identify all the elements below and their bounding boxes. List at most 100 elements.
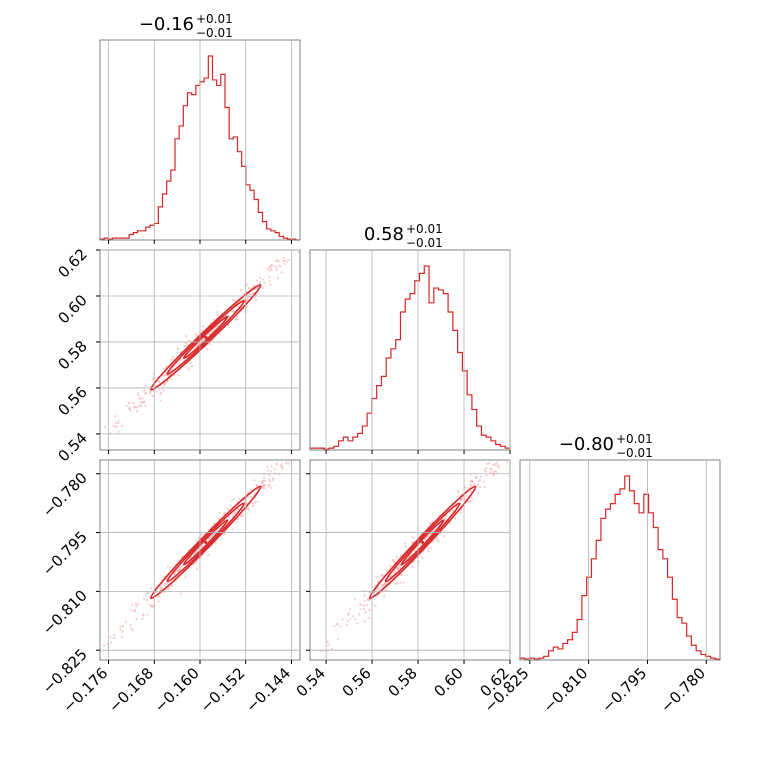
sample-point [229, 504, 232, 507]
panel-title: −0.16 +0.01−0.01 [139, 12, 233, 40]
density-center [204, 540, 208, 544]
sample-point [124, 620, 128, 623]
histogram-line [99, 55, 300, 241]
sample-point [129, 623, 132, 627]
sample-point [287, 258, 290, 261]
sample-point [128, 406, 131, 409]
histogram-panel-2: −0.80 +0.01−0.01 [519, 432, 721, 661]
sample-point [341, 618, 344, 621]
sample-point [255, 298, 258, 301]
sample-point [336, 638, 340, 641]
sample-point [170, 584, 173, 588]
contour-level [166, 502, 246, 583]
sample-point [187, 368, 190, 371]
scatter-points [78, 222, 328, 458]
sample-point [78, 456, 80, 458]
sample-point [166, 565, 169, 568]
sample-point [380, 584, 383, 587]
sample-point [294, 447, 296, 449]
sample-point [151, 604, 154, 608]
sample-point [218, 511, 221, 514]
sample-point [466, 487, 470, 490]
sample-point [132, 402, 135, 405]
sample-point [363, 594, 366, 597]
sample-point [501, 455, 503, 457]
sample-point [336, 623, 339, 626]
sample-point [112, 424, 115, 427]
sample-point [339, 625, 342, 628]
sample-point [363, 620, 366, 623]
sample-point [303, 244, 305, 246]
panel-frame [309, 249, 511, 451]
sample-point [141, 397, 144, 400]
sample-point [377, 588, 381, 592]
sample-point [356, 622, 359, 625]
sample-point [493, 469, 497, 473]
sample-point [135, 618, 138, 621]
sample-point [102, 644, 106, 647]
sample-point [367, 616, 370, 619]
sample-point [357, 613, 361, 616]
sample-point [195, 539, 198, 542]
sample-point [419, 543, 422, 546]
histogram-panel-1: 0.58 +0.01−0.01 [309, 222, 511, 451]
sample-point [270, 264, 274, 267]
sample-point [479, 478, 482, 481]
sample-point [372, 593, 376, 596]
sample-point [201, 329, 204, 332]
sample-point [121, 624, 125, 628]
sample-point [240, 514, 243, 517]
sample-point [489, 471, 492, 474]
sample-point [242, 292, 245, 295]
sample-point [138, 404, 141, 407]
density-center [421, 540, 425, 544]
sample-point [232, 497, 235, 500]
sample-point [262, 476, 265, 479]
sample-point [326, 222, 328, 224]
sample-point [349, 618, 352, 621]
sample-point [443, 517, 446, 520]
sample-point [214, 541, 217, 544]
sample-point [162, 367, 165, 370]
sample-point [358, 603, 362, 606]
sample-point [230, 499, 233, 502]
scatter-points [102, 395, 345, 660]
sample-point [324, 234, 326, 236]
title-upper-error: +0.01 [196, 12, 233, 26]
y-tick-label: 0.58 [54, 337, 90, 373]
title-value: −0.16 [139, 14, 194, 35]
sample-point [235, 500, 239, 503]
sample-point [374, 604, 377, 607]
sample-point [404, 545, 407, 548]
sample-point [117, 422, 120, 425]
sample-point [368, 608, 371, 611]
sample-point [307, 434, 309, 436]
sample-point [170, 358, 173, 361]
sample-point [343, 395, 345, 397]
sample-point [256, 484, 259, 487]
sample-point [493, 462, 496, 465]
sample-point [538, 420, 540, 422]
sample-point [158, 380, 161, 383]
sample-point [148, 604, 152, 607]
y-tick-label: 0.60 [54, 291, 90, 327]
contour-level [400, 519, 445, 566]
sample-point [195, 345, 198, 348]
sample-point [234, 318, 237, 321]
sample-point [262, 483, 265, 486]
sample-point [249, 488, 252, 491]
sample-point [231, 528, 234, 531]
sample-point [485, 474, 488, 477]
sample-point [109, 635, 112, 638]
sample-point [259, 276, 262, 279]
sample-point [166, 380, 169, 383]
sample-point [283, 259, 286, 262]
sample-point [463, 485, 467, 489]
sample-point [121, 630, 124, 633]
panel-title: 0.58 +0.01−0.01 [364, 222, 443, 250]
sample-point [137, 394, 140, 397]
sample-point [207, 537, 210, 540]
sample-point [248, 508, 251, 511]
sample-point [177, 374, 181, 377]
sample-point [248, 287, 251, 290]
